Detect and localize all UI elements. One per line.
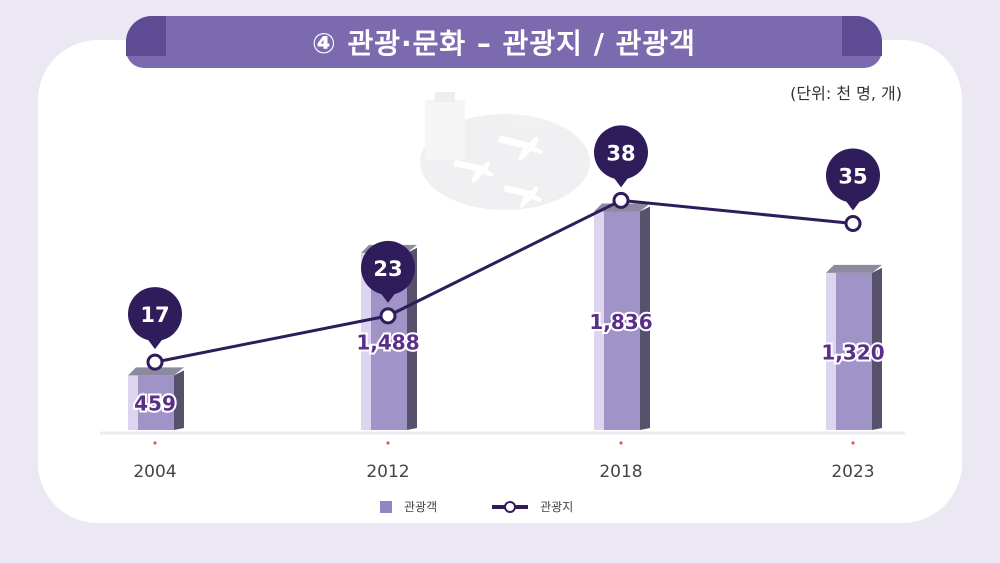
bar-side	[174, 370, 184, 430]
x-tick-dot	[851, 441, 855, 445]
line-value-label: 17	[140, 303, 169, 327]
bar-highlight	[128, 375, 138, 430]
chart-legend: 관광객 관광지	[380, 498, 573, 515]
pin-bubble	[826, 148, 880, 203]
series-line	[154, 198, 854, 364]
page-title: ④ 관광·문화 – 관광지 / 관광객	[312, 27, 696, 60]
banner-corner-left	[126, 16, 166, 56]
line-point	[146, 353, 164, 371]
x-tick-dot	[386, 441, 390, 445]
x-tick-label: 2012	[366, 462, 409, 482]
bar-value-label: 1,320	[821, 340, 884, 364]
bar-side	[407, 247, 417, 430]
x-tick-dot	[153, 441, 157, 445]
legend-item-line: 관광지	[492, 498, 573, 515]
x-tick-label: 2018	[599, 462, 642, 482]
chart-card	[38, 40, 962, 523]
bar-highlight	[361, 252, 371, 430]
bar-side	[640, 206, 650, 430]
legend-bar-swatch	[380, 500, 392, 513]
line-point	[844, 215, 862, 232]
legend-line-label: 관광지	[540, 500, 574, 514]
line-value-label: 38	[606, 141, 635, 165]
bar-highlight	[826, 272, 836, 430]
x-tick-label: 2004	[133, 462, 176, 482]
bar-top	[826, 264, 882, 273]
bar-highlight	[594, 211, 604, 430]
legend-bar-label: 관광객	[404, 500, 438, 514]
bar-value-label: 459	[134, 392, 176, 416]
line-point	[379, 307, 397, 325]
bar-value-label: 1,836	[589, 310, 652, 334]
bar-side	[872, 267, 882, 430]
line-point	[612, 191, 630, 209]
pin-bubble	[128, 287, 182, 342]
airport-illustration	[420, 92, 590, 210]
legend-line-swatch	[492, 500, 529, 513]
line-value-label: 23	[373, 257, 402, 281]
line-value-label: 35	[838, 165, 867, 189]
unit-note: (단위: 천 명, 개)	[790, 84, 902, 103]
x-tick-label: 2023	[831, 462, 874, 482]
x-tick-dot	[619, 441, 623, 445]
legend-item-bar: 관광객	[380, 498, 437, 515]
bar-top	[128, 367, 184, 376]
bar-value-label: 1,488	[356, 330, 419, 354]
pin-bubble	[594, 125, 648, 180]
pin-bubble	[361, 240, 415, 295]
